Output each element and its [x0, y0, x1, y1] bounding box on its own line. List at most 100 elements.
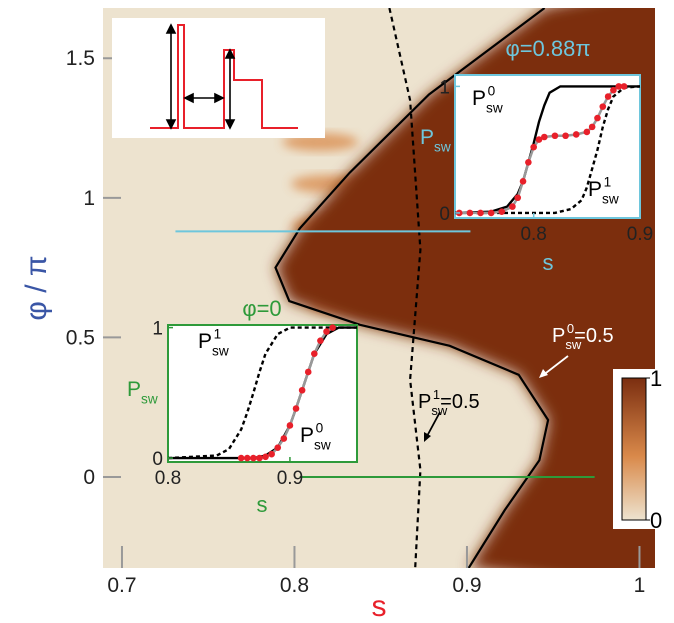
- inset-x-tick-label: 0.9: [627, 224, 653, 245]
- inset-data-point: [599, 103, 607, 110]
- contour-line: [274, 8, 550, 568]
- pulse-arrows: [165, 23, 236, 130]
- inset-data-point: [594, 114, 601, 122]
- inset-data-point: [477, 209, 484, 217]
- text-part: 0: [488, 84, 496, 99]
- inset-data-point: [588, 123, 596, 131]
- inset-data-point: [509, 203, 516, 210]
- pulse-box: [112, 18, 325, 138]
- inset-data-point: [610, 86, 617, 94]
- text-part: 0: [316, 421, 324, 436]
- inset-data-point: [466, 209, 474, 217]
- inset-data-point: [487, 209, 495, 217]
- inset-x-tick-label: 0.8: [155, 468, 181, 489]
- text-part: 1: [604, 175, 612, 190]
- text-part: =0.5: [440, 391, 479, 413]
- inset-data-point: [562, 132, 569, 140]
- colorbar: [621, 377, 647, 521]
- text-part: sw: [565, 337, 582, 352]
- inset-data-point: [323, 328, 330, 335]
- inset-x-tick-label: 0.9: [277, 468, 303, 489]
- inset-y-tick-label: 0: [152, 449, 163, 470]
- y-tick-label: 0: [83, 466, 95, 489]
- inset-curve-label: Psw0: [472, 84, 503, 116]
- annotation: Psw0=0.5: [552, 321, 614, 352]
- y-axis-label: φ / π: [20, 255, 53, 320]
- text-part: sw: [434, 139, 451, 154]
- annotation: Psw1=0.5: [418, 387, 480, 418]
- inset-y-label: Psw: [420, 126, 451, 154]
- inset-curve: [454, 85, 640, 215]
- inset-data-point: [530, 143, 537, 151]
- inset-data-point: [268, 450, 275, 458]
- text-part: sw: [486, 100, 503, 115]
- text-part: sw: [431, 403, 448, 418]
- x-axis-label: s: [372, 590, 387, 623]
- inset-y-tick-label: 1: [152, 319, 163, 340]
- text-part: sw: [602, 191, 619, 206]
- annotation-arrows: [424, 355, 569, 442]
- pulse-diagram: [112, 18, 325, 138]
- text-part: P: [127, 378, 141, 401]
- inset-data-point: [243, 454, 251, 462]
- inset-data-point: [551, 132, 559, 140]
- text-part: P: [300, 424, 314, 447]
- inset-data-point: [311, 350, 318, 358]
- inset-data-point: [250, 454, 257, 462]
- inset-data-point: [304, 368, 312, 376]
- inset-data-point: [262, 453, 269, 461]
- inset-data-point: [514, 194, 522, 202]
- x-tick-label: 0.8: [280, 574, 309, 597]
- contour-line: [388, 8, 422, 568]
- inset-data-point: [274, 444, 282, 451]
- inset-x-label: s: [257, 492, 268, 517]
- inset-data-point: [583, 128, 591, 136]
- text-part: =0.5: [574, 325, 613, 347]
- inset-curve-label: Psw1: [588, 175, 619, 207]
- inset-data-point: [519, 178, 527, 185]
- inset-curve: [455, 85, 641, 215]
- inset-data-point: [541, 133, 548, 141]
- inset-data-point: [237, 454, 245, 462]
- colorbar-tick-label: 0: [650, 508, 662, 533]
- overlay: 0.7 0.8 0.9 100.511.5sφ / πPsw0=0.5Psw1=0.5…: [20, 8, 674, 623]
- inset-curve-label: Psw0: [300, 421, 331, 453]
- text-part: sw: [212, 343, 229, 358]
- inset-title: φ=0: [242, 296, 281, 321]
- inset-curve: [167, 326, 357, 460]
- text-part: P: [472, 87, 486, 110]
- y-tick-label: 0.5: [66, 326, 95, 349]
- inset-data-point: [329, 324, 336, 331]
- y-tick-label: 1.5: [66, 47, 95, 70]
- inset-y-tick-label: 1: [439, 77, 450, 98]
- inset-data-point: [498, 208, 506, 215]
- pulse-shape: [150, 24, 298, 129]
- inset-curve-label: Psw1: [198, 327, 229, 359]
- inset-data-point: [256, 454, 263, 462]
- inset-title: φ=0.88π: [505, 36, 590, 61]
- inset-data-point: [535, 136, 543, 143]
- inset-data-point: [280, 435, 288, 442]
- text-part: P: [588, 178, 602, 201]
- text-part: P: [420, 126, 434, 149]
- x-tick-label: 1: [634, 574, 646, 597]
- inset-data-point: [292, 405, 300, 412]
- text-part: sw: [314, 437, 331, 452]
- text-part: 0: [567, 321, 574, 336]
- inset-frame: [167, 324, 358, 463]
- inset-y-tick-label: 0: [439, 204, 450, 225]
- inset-data-point: [615, 83, 623, 90]
- text-part: P: [198, 330, 212, 353]
- inset-data-point: [525, 159, 532, 166]
- inset-data-point: [604, 93, 612, 100]
- x-tick-label: 0.7: [107, 574, 136, 597]
- inset-data-point: [298, 386, 306, 394]
- inset-data-point: [620, 83, 628, 90]
- inset-data-point: [317, 337, 324, 344]
- inset-x-label: s: [543, 250, 554, 275]
- inset-data-point: [572, 131, 580, 138]
